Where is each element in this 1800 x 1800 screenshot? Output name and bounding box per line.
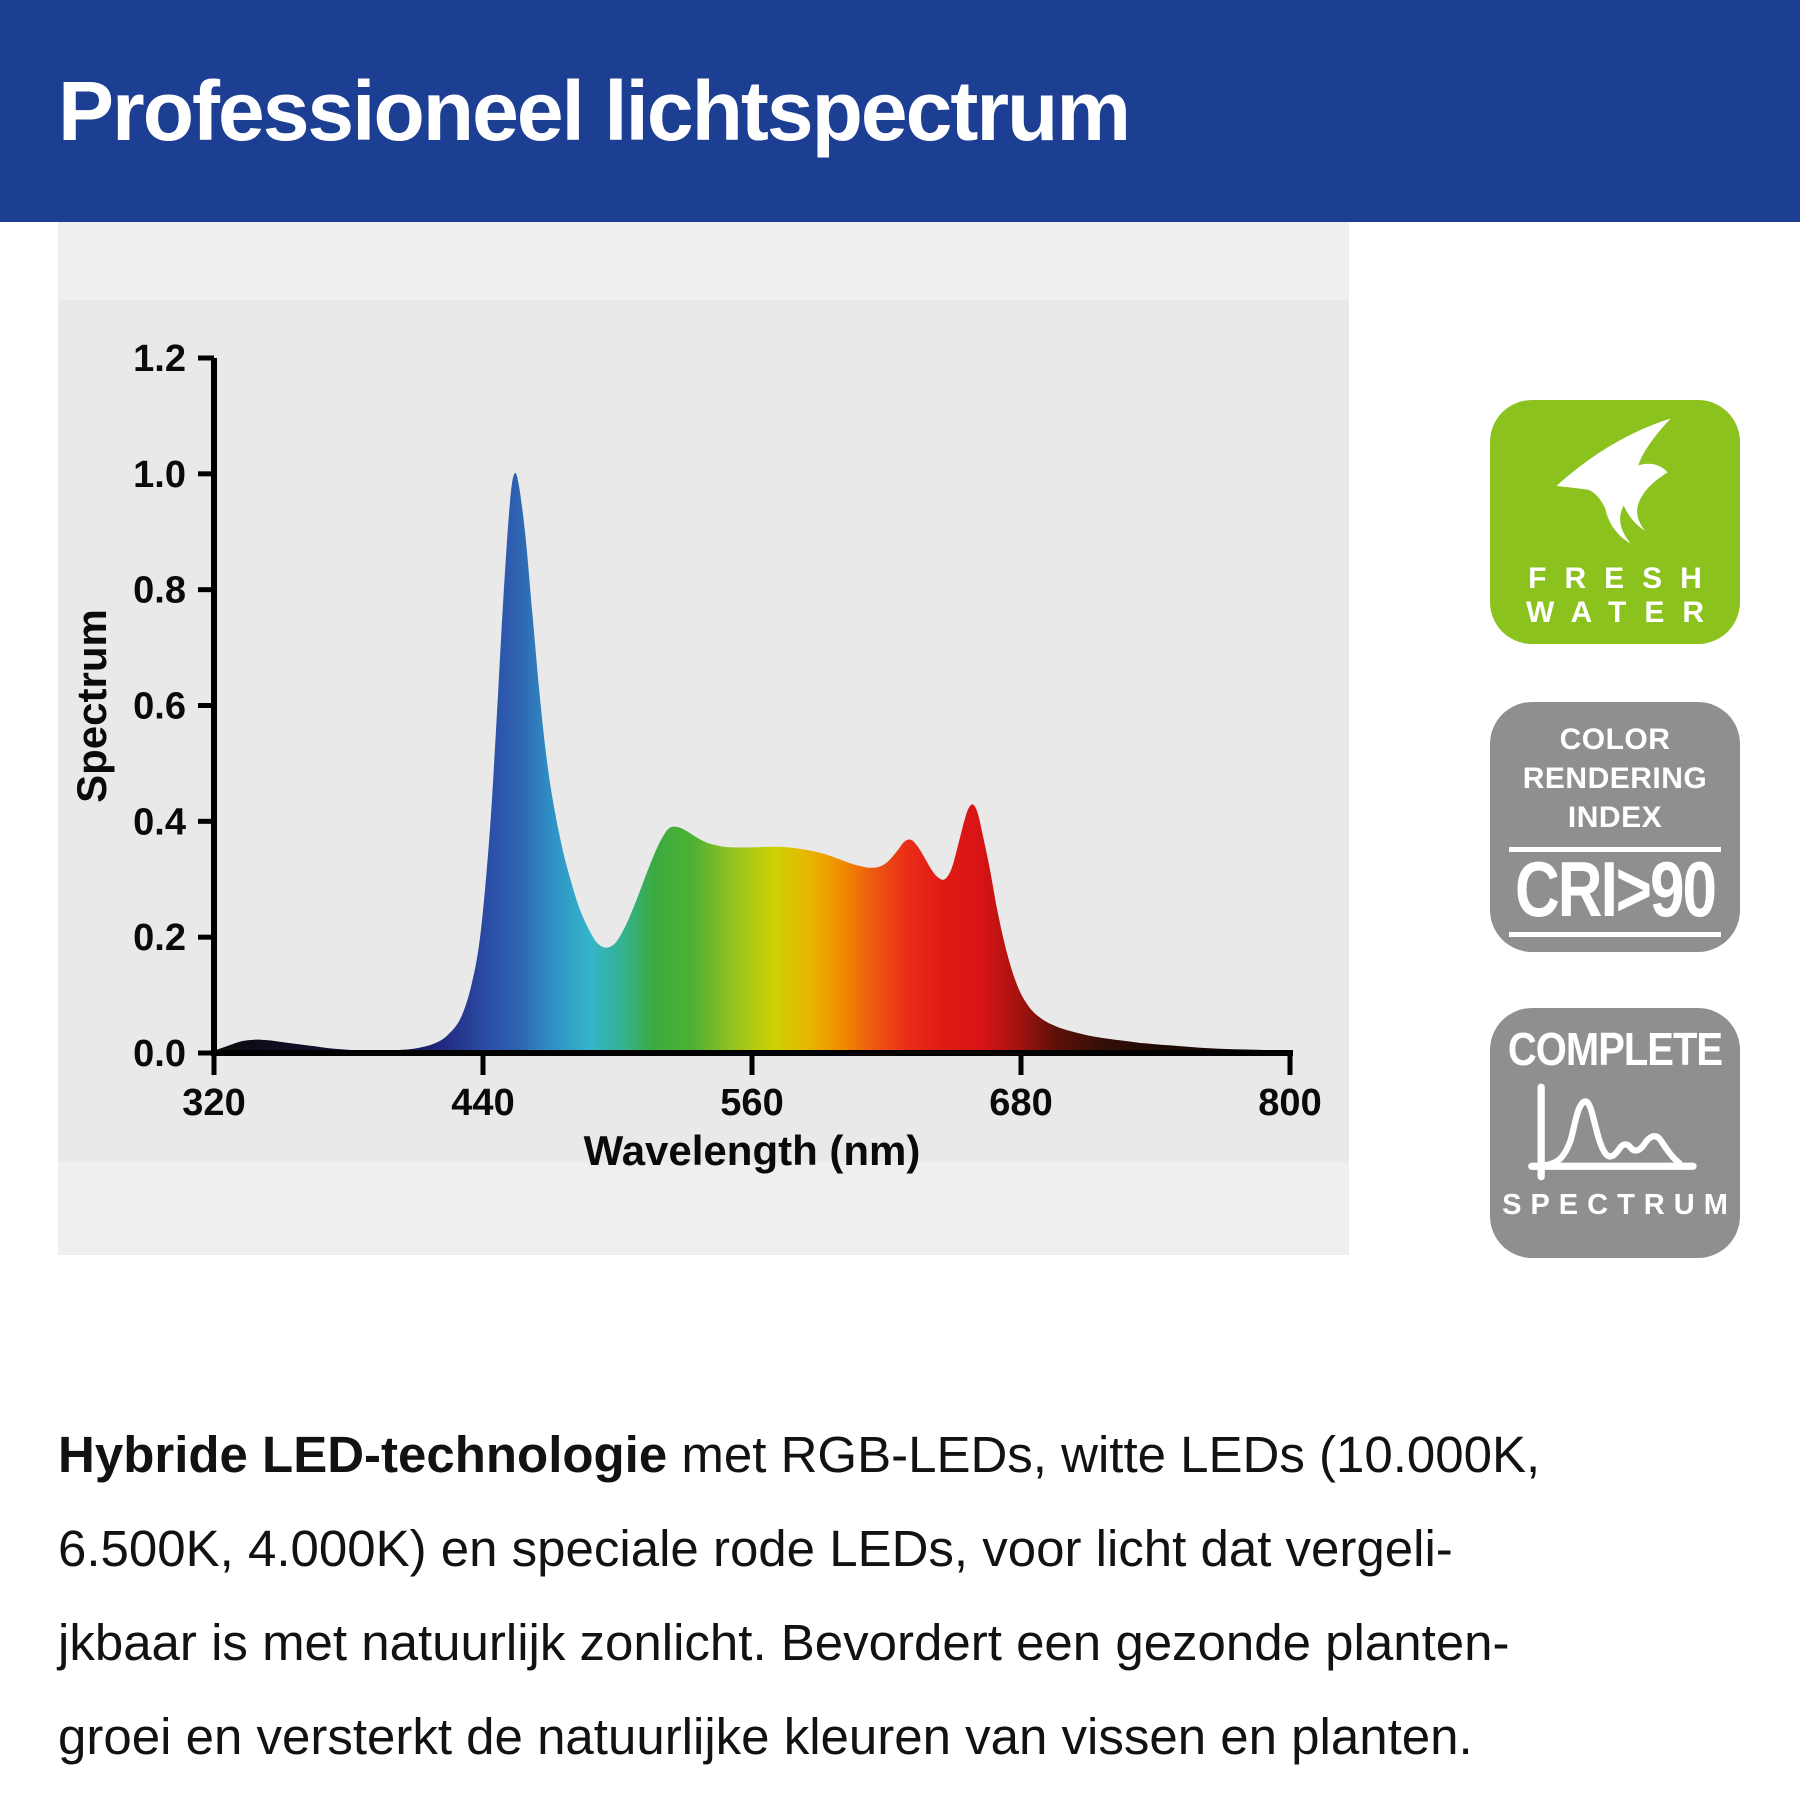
x-tick-label: 800 <box>1258 1082 1321 1124</box>
cri-label-line3: INDEX <box>1567 801 1663 834</box>
paragraph-line-3: jkbaar is met natuurlijk zonlicht. Bevor… <box>58 1614 1510 1671</box>
spectrum-area <box>214 472 1290 1053</box>
cri-value: CRI>90 <box>1515 847 1717 934</box>
angelfish-icon <box>1556 418 1671 544</box>
divider-line <box>1509 932 1721 937</box>
cri-label-line2: RENDERING <box>1522 762 1708 795</box>
spectrum-chart: 0.0 0.2 0.4 0.6 0.8 1.0 1.2 320 440 560 680 800 Wave… <box>58 300 1349 1174</box>
description-paragraph: Hybride LED-technologie met RGB-LEDs, wi… <box>58 1408 1758 1784</box>
badge-freshwater: FRESH WATER <box>1490 400 1740 644</box>
paragraph-line-1: Hybride LED-technologie met RGB-LEDs, wi… <box>58 1426 1541 1483</box>
y-tick-label: 1.0 <box>133 454 186 496</box>
badge-color-rendering-index: COLOR RENDERING INDEX CRI>90 <box>1490 702 1740 952</box>
y-axis-label: Spectrum <box>68 609 115 803</box>
x-tick-label: 680 <box>989 1082 1052 1124</box>
freshwater-label-line2: WATER <box>1525 596 1723 629</box>
x-axis-label: Wavelength (nm) <box>584 1127 921 1174</box>
divider-line <box>1509 847 1721 852</box>
spectrum-curve-icon <box>1528 1083 1697 1181</box>
paragraph-line-2: 6.500K, 4.000K) en speciale rode LEDs, v… <box>58 1520 1453 1577</box>
cri-label-line1: COLOR <box>1559 723 1671 756</box>
badge-complete-spectrum: COMPLETE SPECTRUM <box>1490 1008 1740 1258</box>
y-tick-label: 0.2 <box>133 917 186 959</box>
header-bar: Professioneel lichtspectrum <box>0 0 1800 222</box>
x-tick-label: 560 <box>720 1082 783 1124</box>
x-tick-label: 320 <box>182 1082 245 1124</box>
complete-label: COMPLETE <box>1507 1024 1723 1076</box>
paragraph-line-4: groei en versterkt de natuurlijke kleure… <box>58 1708 1473 1765</box>
y-tick-label: 0.4 <box>133 801 186 843</box>
y-tick-label: 0.8 <box>133 570 186 612</box>
page-title: Professioneel lichtspectrum <box>58 63 1131 158</box>
chart-panel: 0.0 0.2 0.4 0.6 0.8 1.0 1.2 320 440 560 680 800 Wave… <box>58 222 1349 1255</box>
y-tick-label: 1.2 <box>133 338 186 380</box>
y-tick-label: 0.0 <box>133 1033 186 1075</box>
freshwater-label-line1: FRESH <box>1528 562 1720 595</box>
x-tick-label: 440 <box>451 1082 514 1124</box>
y-tick-label: 0.6 <box>133 686 186 728</box>
spectrum-label: SPECTRUM <box>1502 1189 1737 1221</box>
